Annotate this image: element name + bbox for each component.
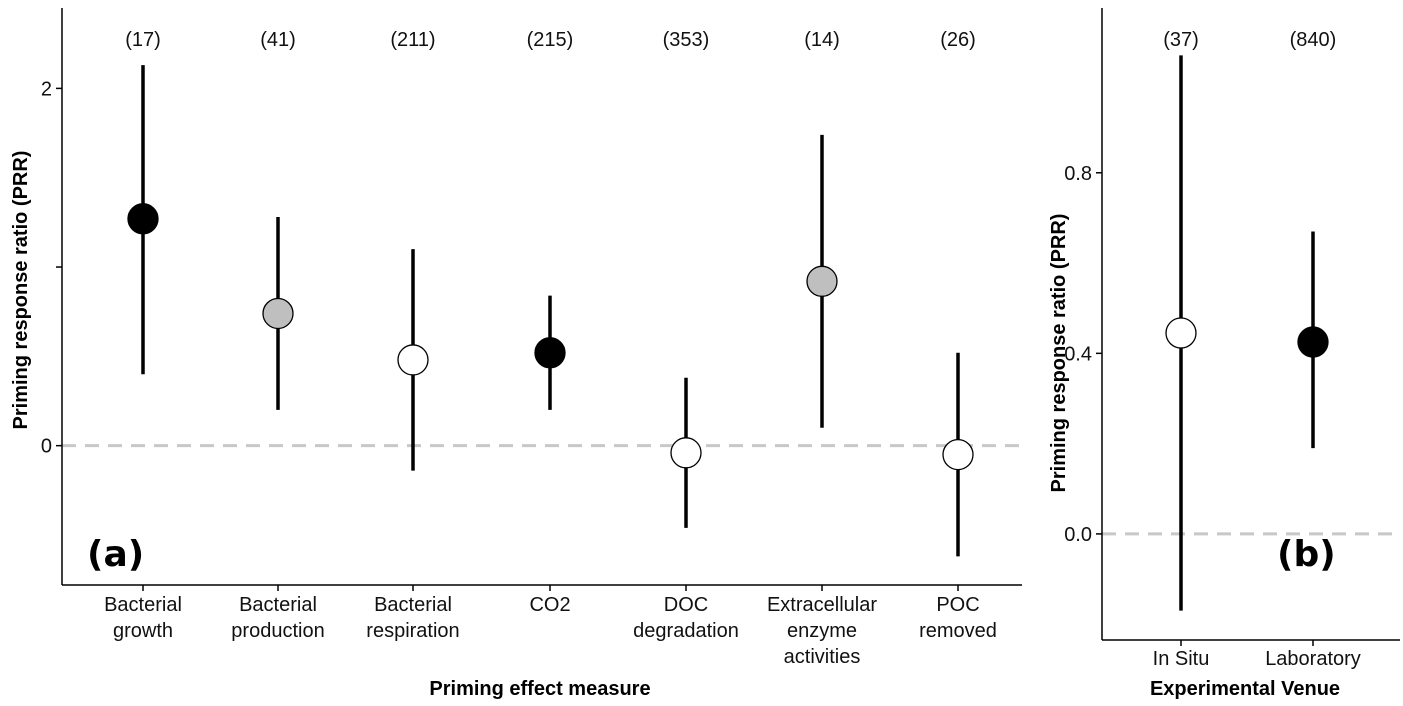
x-tick-label: Bacterial growth	[104, 594, 182, 642]
sample-size-labels: (37) (840)	[1163, 29, 1336, 51]
point-marker	[942, 438, 974, 471]
point-marker	[397, 344, 429, 376]
panel-label-b: (b)	[1277, 534, 1336, 575]
x-tick-label: Laboratory	[1265, 648, 1361, 670]
point-marker	[262, 297, 294, 330]
point-marker	[127, 203, 159, 235]
y-axis-title: Priming response ratio (PRR)	[10, 151, 32, 430]
x-tick-label: CO2	[529, 594, 570, 616]
panel-label-a: (a)	[87, 534, 144, 575]
x-tick-label: Bacterial respiration	[366, 594, 459, 642]
y-tick-label: 0	[41, 436, 52, 458]
sample-size-label: (41)	[260, 29, 296, 51]
sample-size-label: (37)	[1163, 29, 1199, 51]
point-markers	[1165, 55, 1329, 611]
y-tick-label: 0.0	[1064, 524, 1092, 546]
sample-size-labels: (17) (41) (211) (215) (353) (14) (26)	[125, 29, 976, 51]
sample-size-label: (211)	[390, 29, 435, 51]
y-ticks: 0.0 0.4 0.8	[1064, 163, 1102, 546]
x-tick-label: Extracellular enzyme activities	[767, 594, 877, 668]
x-ticks: Bacterial growth Bacterial production Bacter…	[104, 585, 997, 668]
sample-size-label: (215)	[527, 29, 574, 51]
sample-size-label: (17)	[125, 29, 161, 51]
point-marker	[670, 437, 702, 469]
y-tick-label: 0.8	[1064, 163, 1092, 185]
y-tick-label: 2	[41, 78, 52, 100]
sample-size-label: (840)	[1290, 29, 1337, 51]
point-marker	[1297, 326, 1329, 358]
y-ticks: 02	[41, 78, 62, 458]
y-axis-title: Priming response ratio (PRR)	[1048, 214, 1070, 493]
point-markers	[127, 65, 974, 557]
point-marker	[534, 337, 566, 369]
sample-size-label: (14)	[804, 29, 840, 51]
sample-size-label: (26)	[940, 29, 976, 51]
x-tick-label: POC removed	[919, 594, 997, 642]
x-axis-title: Experimental Venue	[1150, 678, 1340, 700]
point-marker	[1165, 317, 1197, 349]
x-ticks: In Situ Laboratory	[1153, 640, 1361, 670]
panel-b: 0.0 0.4 0.8 In Situ Laboratory (37) (840) (b…	[1048, 8, 1400, 700]
sample-size-label: (353)	[663, 29, 710, 51]
x-axis-title: Priming effect measure	[429, 678, 650, 700]
point-marker	[806, 265, 838, 297]
x-tick-label: DOC degradation	[633, 594, 739, 642]
x-tick-label: Bacterial production	[231, 594, 324, 642]
y-tick-label: 0.4	[1064, 343, 1092, 365]
x-tick-label: In Situ	[1153, 648, 1210, 670]
